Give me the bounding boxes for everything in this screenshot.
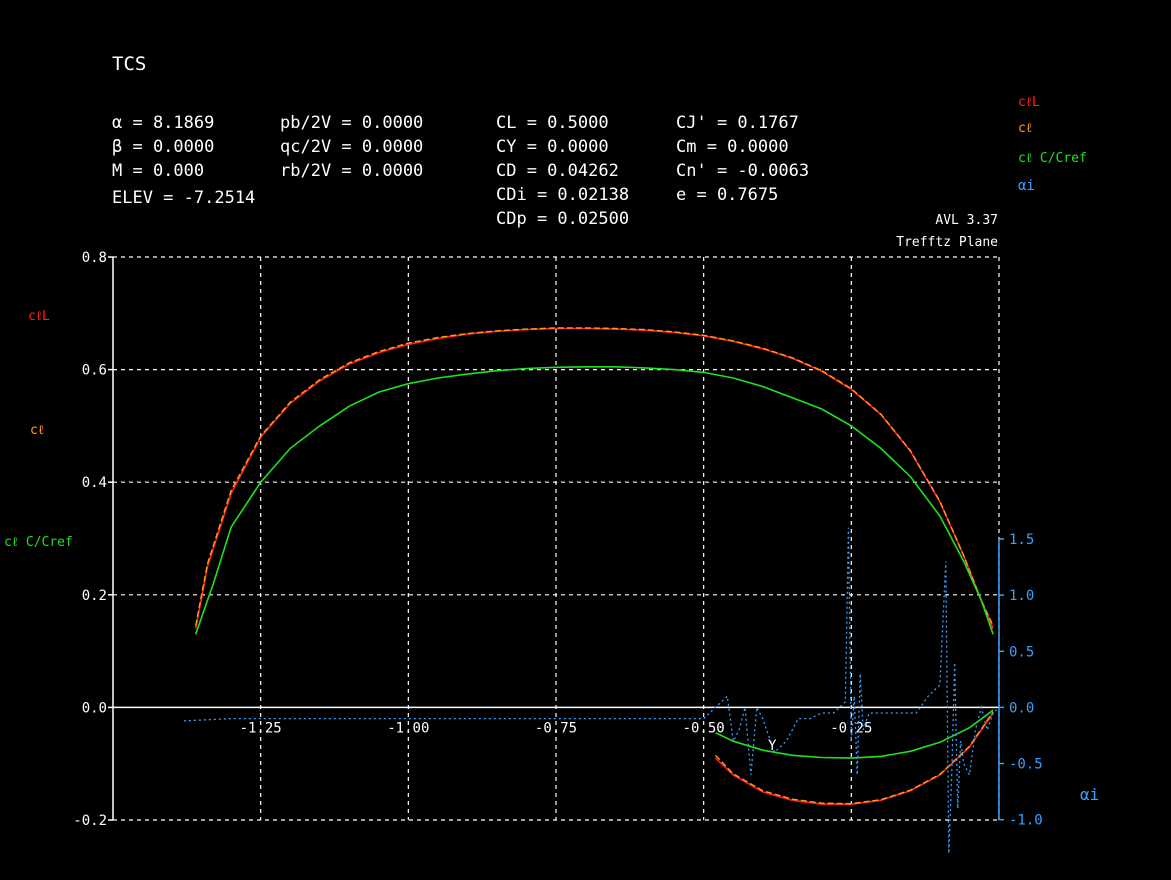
- y-tick-label: 0.6: [82, 363, 107, 379]
- left-label-cl: cℓ: [30, 423, 44, 438]
- plot-title: TCS: [112, 53, 146, 75]
- alpha-value: α = 8.1869: [112, 113, 214, 133]
- rb2v-value: rb/2V = 0.0000: [280, 161, 423, 181]
- legend-item-cl: cℓ: [1018, 121, 1032, 136]
- legend-item-cl-c-cref: cℓ C/Cref: [1018, 151, 1087, 166]
- y2-tick-label: -0.5: [1009, 757, 1043, 773]
- series-line: [183, 527, 1000, 854]
- header-col1: α = 8.1869 β = 0.0000 M = 0.000 ELEV = -…: [112, 113, 255, 208]
- legend: cℓL cℓ cℓ C/Cref αi: [1018, 95, 1087, 194]
- series-line: [194, 327, 994, 629]
- y2-tick-label: 1.0: [1009, 588, 1034, 604]
- cdp-value: CDp = 0.02500: [496, 209, 629, 229]
- header-col4: CJ' = 0.1767 Cm = 0.0000 Cn' = -0.0063 e…: [676, 113, 809, 205]
- version-label: AVL 3.37: [935, 213, 998, 228]
- plane-label: Trefftz Plane: [896, 235, 998, 250]
- elev-value: ELEV = -7.2514: [112, 188, 255, 208]
- left-label-cl-local: cℓL: [28, 309, 50, 324]
- series-line: [195, 327, 994, 627]
- cn-value: Cn' = -0.0063: [676, 161, 809, 181]
- series-group: [183, 327, 1000, 854]
- cy-value: CY = 0.0000: [496, 137, 609, 157]
- x-tick-label: -0.50: [683, 720, 725, 736]
- tick-labels: -0.2 0.2 0.4 0.6 0.8 0.0 -1.25 -1.00 -0.75 -0.50 -…: [73, 250, 1042, 829]
- series-line: [194, 365, 994, 635]
- x-tick-label: -1.25: [240, 720, 282, 736]
- series-line: [715, 709, 994, 759]
- mach-value: M = 0.000: [112, 161, 204, 181]
- y2-tick-label: 0.5: [1009, 644, 1034, 660]
- cl-value: CL = 0.5000: [496, 113, 609, 133]
- legend-item-cl-local: cℓL: [1018, 95, 1040, 110]
- header-col2: pb/2V = 0.0000 qc/2V = 0.0000 rb/2V = 0.…: [280, 113, 423, 181]
- cdi-value: CDi = 0.02138: [496, 185, 629, 205]
- y-tick-label: 0.8: [82, 250, 107, 266]
- y-tick-label: -0.2: [73, 813, 107, 829]
- x-tick-label: -1.00: [387, 720, 429, 736]
- e-value: e = 0.7675: [676, 185, 778, 205]
- qc2v-value: qc/2V = 0.0000: [280, 137, 423, 157]
- left-label-cl-c-cref: cℓ C/Cref: [4, 535, 73, 550]
- right-axis-label: αi: [1080, 785, 1099, 804]
- cj-value: CJ' = 0.1767: [676, 113, 799, 133]
- x-axis-label: Y: [768, 738, 777, 754]
- y2-tick-label: -1.0: [1009, 813, 1043, 829]
- cd-value: CD = 0.04262: [496, 161, 619, 181]
- pb2v-value: pb/2V = 0.0000: [280, 113, 423, 133]
- left-axis-labels: cℓL cℓ cℓ C/Cref: [4, 309, 73, 550]
- y2-tick-label: 0.0: [1009, 700, 1034, 716]
- y-tick-label: 0.0: [82, 700, 107, 716]
- y-tick-label: 0.2: [82, 588, 107, 604]
- header-col3: CL = 0.5000 CY = 0.0000 CD = 0.04262 CDi…: [496, 113, 629, 229]
- legend-item-alpha-i: αi: [1018, 178, 1035, 194]
- x-tick-label: -0.75: [535, 720, 577, 736]
- y2-tick-label: 1.5: [1009, 532, 1034, 548]
- cm-value: Cm = 0.0000: [676, 137, 789, 157]
- series-line: [714, 711, 994, 805]
- beta-value: β = 0.0000: [112, 137, 214, 157]
- y-tick-label: 0.4: [82, 475, 107, 491]
